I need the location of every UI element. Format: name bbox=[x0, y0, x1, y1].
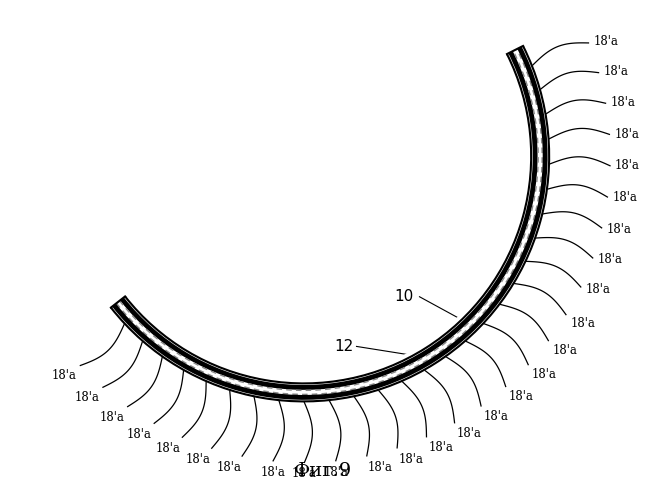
Text: 18'a: 18'a bbox=[484, 410, 509, 423]
Text: 18'a: 18'a bbox=[100, 410, 125, 424]
Text: 18'a: 18'a bbox=[593, 34, 618, 48]
Text: Фиг.9: Фиг.9 bbox=[294, 462, 352, 480]
Text: 12: 12 bbox=[335, 339, 354, 354]
Text: 18'a: 18'a bbox=[532, 368, 557, 381]
Text: 18'a: 18'a bbox=[607, 222, 631, 235]
Text: 18'a: 18'a bbox=[185, 453, 210, 466]
Text: 18'a: 18'a bbox=[598, 253, 622, 266]
Text: 18'a: 18'a bbox=[292, 468, 317, 480]
Text: 18'a: 18'a bbox=[457, 427, 482, 440]
Text: 18'a: 18'a bbox=[260, 466, 285, 479]
Text: 18'a: 18'a bbox=[368, 461, 393, 474]
Text: 18'a: 18'a bbox=[324, 466, 349, 478]
Text: 18'a: 18'a bbox=[216, 461, 241, 474]
Text: 18'a: 18'a bbox=[156, 442, 180, 455]
Text: 18'a: 18'a bbox=[399, 452, 424, 466]
Text: 18'a: 18'a bbox=[585, 282, 610, 296]
Text: 18'a: 18'a bbox=[127, 428, 152, 440]
Text: 18'a: 18'a bbox=[615, 160, 640, 172]
Text: 18'a: 18'a bbox=[603, 65, 629, 78]
Text: 18'a: 18'a bbox=[428, 442, 453, 454]
Text: 18'a: 18'a bbox=[612, 191, 637, 204]
Text: 18'a: 18'a bbox=[509, 390, 534, 404]
Text: 18'a: 18'a bbox=[610, 96, 636, 109]
Text: 18'a: 18'a bbox=[614, 128, 640, 140]
Text: 18'a: 18'a bbox=[52, 369, 77, 382]
Text: 18'a: 18'a bbox=[570, 317, 595, 330]
Text: 10: 10 bbox=[395, 289, 413, 304]
Text: 18'a: 18'a bbox=[75, 391, 99, 404]
Text: 18'a: 18'a bbox=[552, 344, 578, 356]
